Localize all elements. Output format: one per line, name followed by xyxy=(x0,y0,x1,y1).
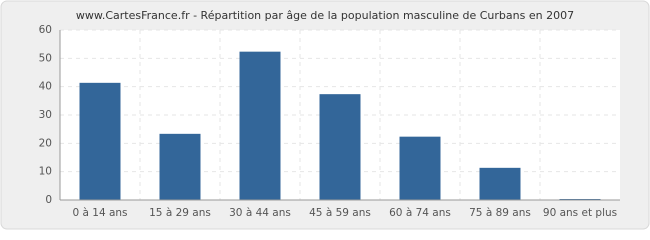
x-tick-label: 75 à 89 ans xyxy=(469,207,531,219)
y-tick-label: 10 xyxy=(39,166,52,178)
x-tick-label: 90 ans et plus xyxy=(543,207,617,219)
y-tick-label: 60 xyxy=(39,24,52,36)
bar xyxy=(479,167,521,201)
chart: www.CartesFrance.fr - Répartition par âg… xyxy=(0,0,650,230)
y-tick-label: 20 xyxy=(39,137,52,149)
y-tick-label: 30 xyxy=(39,109,52,121)
y-tick-label: 40 xyxy=(39,81,52,93)
x-tick-label: 60 à 74 ans xyxy=(389,207,451,219)
bar xyxy=(159,133,201,201)
bar xyxy=(239,51,281,201)
bar xyxy=(79,82,121,201)
y-tick-label: 50 xyxy=(39,52,52,64)
chart-title: www.CartesFrance.fr - Répartition par âg… xyxy=(76,9,574,22)
x-tick-label: 0 à 14 ans xyxy=(72,207,127,219)
x-tick-label: 30 à 44 ans xyxy=(229,207,291,219)
x-tick-label: 45 à 59 ans xyxy=(309,207,371,219)
bar xyxy=(399,136,441,201)
x-tick-label: 15 à 29 ans xyxy=(149,207,211,219)
bar xyxy=(319,94,361,201)
y-tick-label: 0 xyxy=(45,194,52,206)
